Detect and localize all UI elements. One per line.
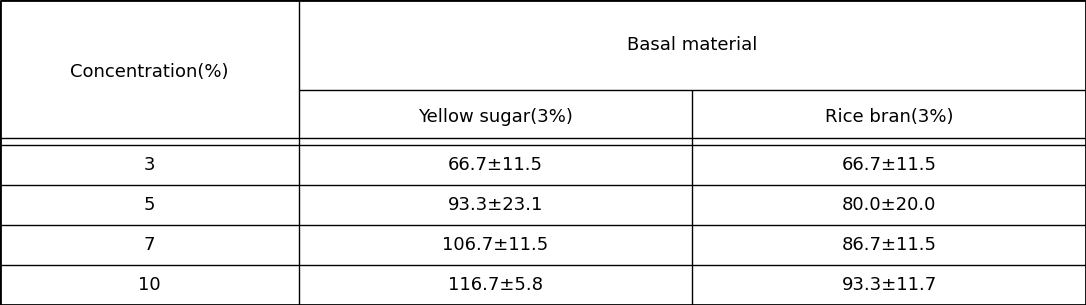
Text: 93.3±23.1: 93.3±23.1 [447,196,543,214]
Text: 116.7±5.8: 116.7±5.8 [449,276,543,294]
Text: 66.7±11.5: 66.7±11.5 [842,156,936,174]
Text: 86.7±11.5: 86.7±11.5 [842,236,936,254]
Text: 80.0±20.0: 80.0±20.0 [842,196,936,214]
Text: Yellow sugar(3%): Yellow sugar(3%) [418,108,573,127]
Text: Rice bran(3%): Rice bran(3%) [825,108,954,127]
Text: 7: 7 [143,236,155,254]
Text: 93.3±11.7: 93.3±11.7 [842,276,937,294]
Text: Basal material: Basal material [627,36,758,54]
Text: 106.7±11.5: 106.7±11.5 [442,236,548,254]
Text: 3: 3 [143,156,155,174]
Text: 10: 10 [138,276,161,294]
Text: 66.7±11.5: 66.7±11.5 [449,156,543,174]
Text: Concentration(%): Concentration(%) [71,63,228,81]
Text: 5: 5 [143,196,155,214]
